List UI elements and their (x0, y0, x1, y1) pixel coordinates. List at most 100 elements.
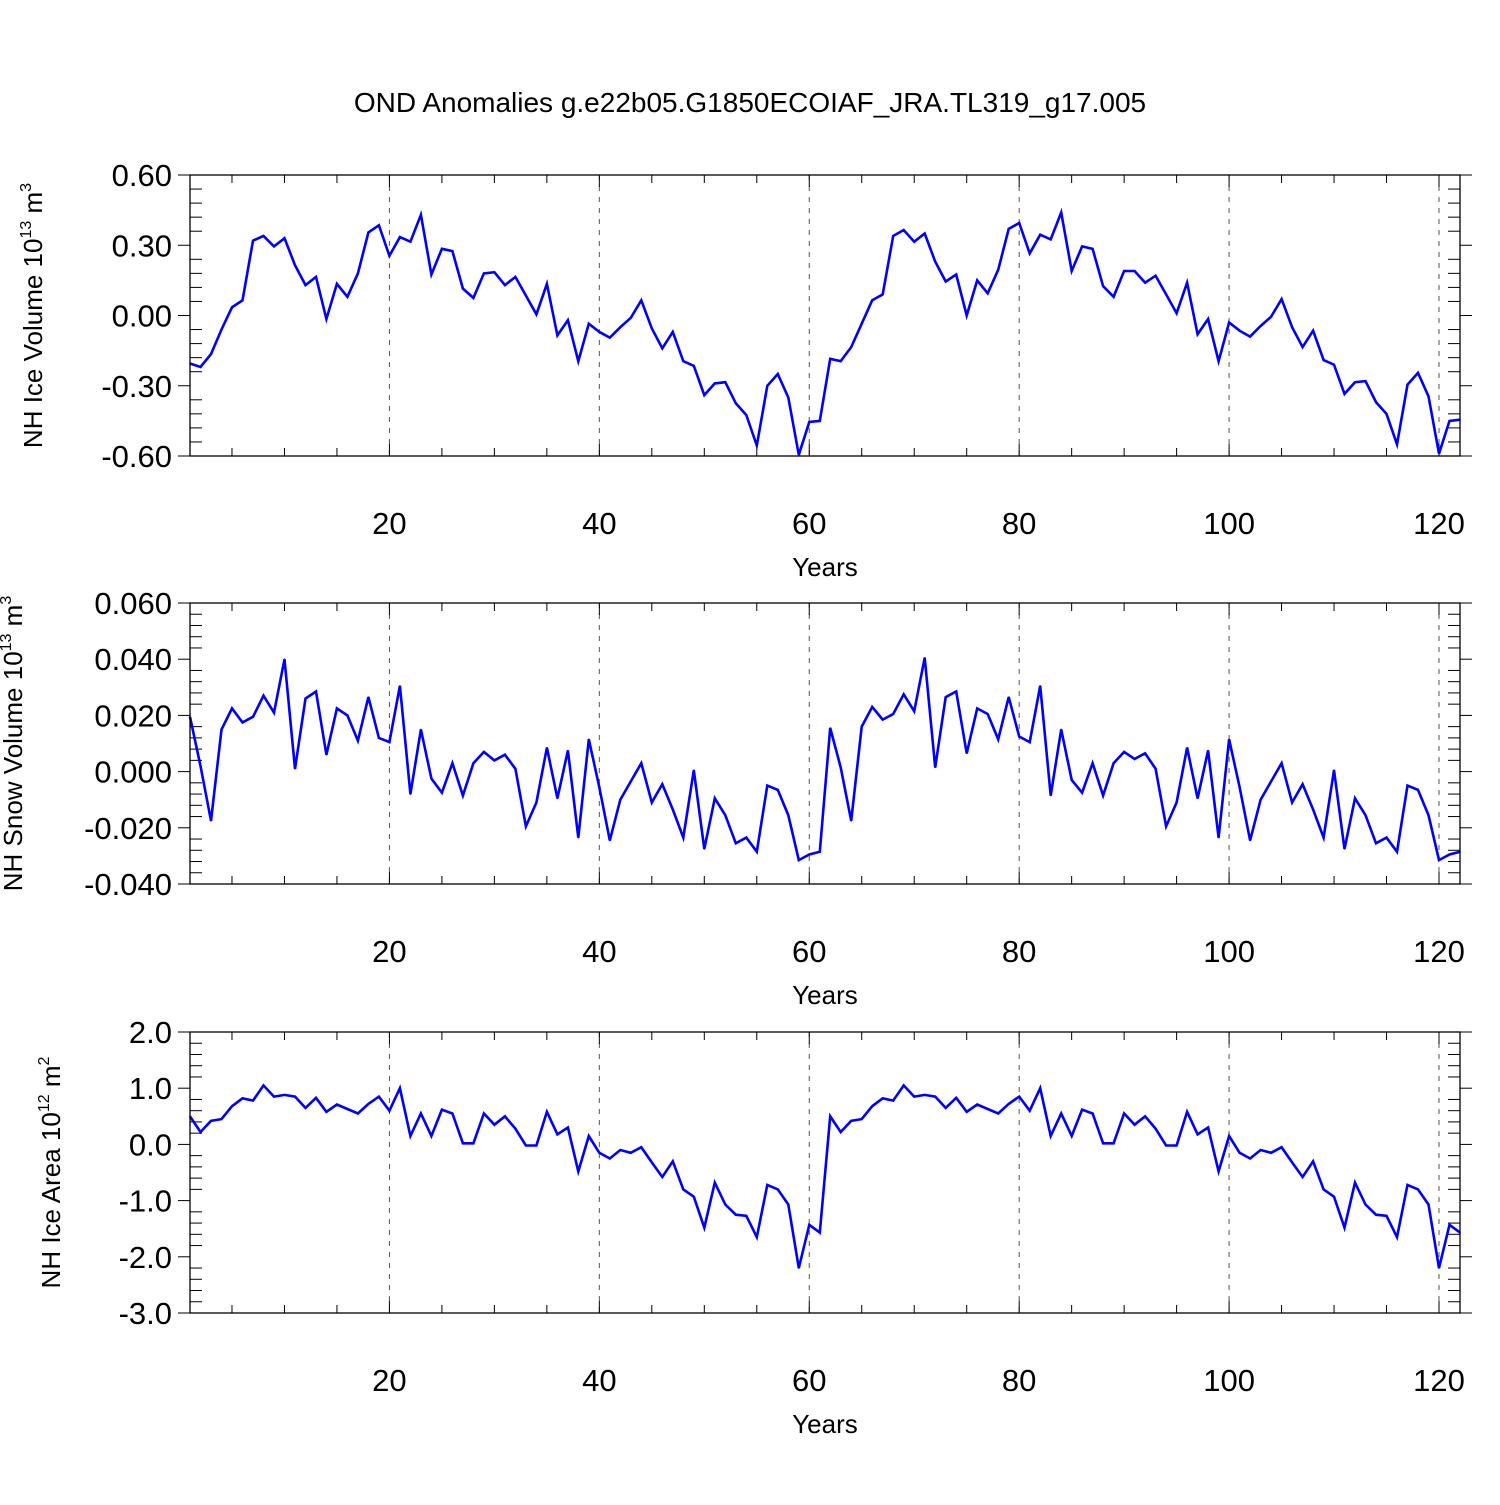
data-point (262, 1084, 265, 1087)
data-point (1291, 801, 1293, 804)
data-point (672, 808, 674, 811)
data-point (525, 825, 527, 828)
data-point (567, 1126, 569, 1129)
data-point (1396, 850, 1398, 853)
data-point (630, 1152, 632, 1154)
x-tick-label: 60 (792, 1363, 826, 1398)
data-point (651, 327, 653, 330)
data-point (1343, 1226, 1346, 1229)
data-point (1144, 281, 1146, 284)
data-point (367, 1103, 370, 1105)
data-point (315, 1096, 317, 1099)
data-point (902, 693, 905, 696)
data-point (1028, 741, 1031, 743)
data-point (609, 336, 611, 339)
data-point (273, 1095, 275, 1098)
data-point (829, 358, 832, 360)
data-point (818, 850, 821, 853)
x-tick-label: 100 (1203, 1363, 1255, 1398)
data-point (1102, 1142, 1104, 1145)
data-point (661, 347, 664, 350)
x-tick-label: 120 (1413, 934, 1465, 969)
data-point (808, 421, 811, 423)
data-point (1186, 1111, 1188, 1113)
y-axis-title: NH Ice Area 1012 m2 (36, 1056, 66, 1288)
panel-ice-volume: -0.60 -0.30 0.00 0.30 0.60 20 40 60 80 100 120 Year… (18, 158, 1472, 582)
data-point (997, 269, 999, 271)
data-point (409, 793, 412, 795)
data-point (1364, 380, 1367, 382)
data-point (818, 1231, 821, 1234)
series-line-ice-volume (189, 207, 1461, 456)
data-point (283, 237, 286, 240)
data-point (409, 1135, 412, 1137)
data-point (420, 1112, 422, 1115)
data-point (1270, 315, 1272, 318)
data-point (1133, 270, 1136, 272)
data-point (1385, 836, 1388, 839)
data-point (651, 801, 653, 804)
y-axis-title: NH Snow Volume 1013 m3 (0, 596, 28, 892)
data-point (1396, 1236, 1398, 1238)
y-axis-title-part: NH Ice Area 10 (36, 1112, 66, 1288)
data-point (944, 696, 947, 698)
data-point (1270, 1152, 1272, 1154)
data-point (1354, 381, 1356, 384)
data-point (1427, 1203, 1430, 1206)
y-tick-label: 0.00 (112, 299, 172, 334)
data-point (829, 727, 832, 729)
data-point (514, 276, 517, 278)
y-tick-label: 0.60 (112, 158, 172, 193)
x-tick-label: 60 (792, 934, 826, 969)
data-point (1049, 1135, 1052, 1137)
data-point (1102, 285, 1104, 288)
data-point (283, 1094, 286, 1096)
data-point (483, 1112, 485, 1115)
data-point (1228, 321, 1230, 324)
y-tick-label: -0.30 (101, 369, 172, 404)
data-point (325, 318, 328, 320)
data-point (420, 728, 422, 731)
data-point (839, 766, 842, 769)
data-point (986, 292, 989, 295)
data-point (881, 293, 884, 296)
data-point (755, 1236, 758, 1238)
data-point (881, 718, 884, 721)
data-point (1165, 1144, 1167, 1147)
data-point (1438, 859, 1440, 861)
data-point (1217, 360, 1220, 362)
data-point (493, 1123, 496, 1126)
data-point (1091, 247, 1094, 250)
data-point (850, 819, 853, 822)
data-point (871, 299, 874, 302)
x-axis-title: Years (792, 1409, 858, 1439)
panel-ice-area: -3.0 -2.0 -1.0 0.0 1.0 2.0 20 40 60 80 100 120 Years… (36, 1015, 1472, 1439)
data-point (913, 1095, 916, 1098)
data-point (504, 1115, 506, 1118)
data-point (567, 319, 569, 321)
data-point (1039, 233, 1041, 236)
data-point (1091, 1112, 1094, 1115)
data-point (672, 331, 674, 333)
data-point (1175, 801, 1178, 804)
data-point (220, 1118, 223, 1120)
data-point (997, 1112, 999, 1115)
data-point (231, 306, 233, 309)
data-point (199, 765, 202, 767)
data-point (598, 1152, 601, 1154)
data-point (892, 1099, 895, 1102)
data-point (462, 794, 464, 797)
data-point (766, 384, 769, 387)
data-point (609, 839, 611, 842)
data-point (693, 1195, 695, 1198)
data-point (1333, 363, 1335, 366)
data-point (399, 685, 401, 687)
data-point (755, 850, 758, 853)
data-point (1091, 762, 1094, 764)
y-axis-title-exponent: 3 (0, 596, 15, 605)
series-line-ice-area (188, 1083, 1461, 1269)
y-axis-title-exponent: 2 (36, 1056, 53, 1065)
series-line-snow-volume (188, 657, 1461, 863)
data-point (1406, 784, 1409, 787)
data-point (1081, 791, 1083, 794)
